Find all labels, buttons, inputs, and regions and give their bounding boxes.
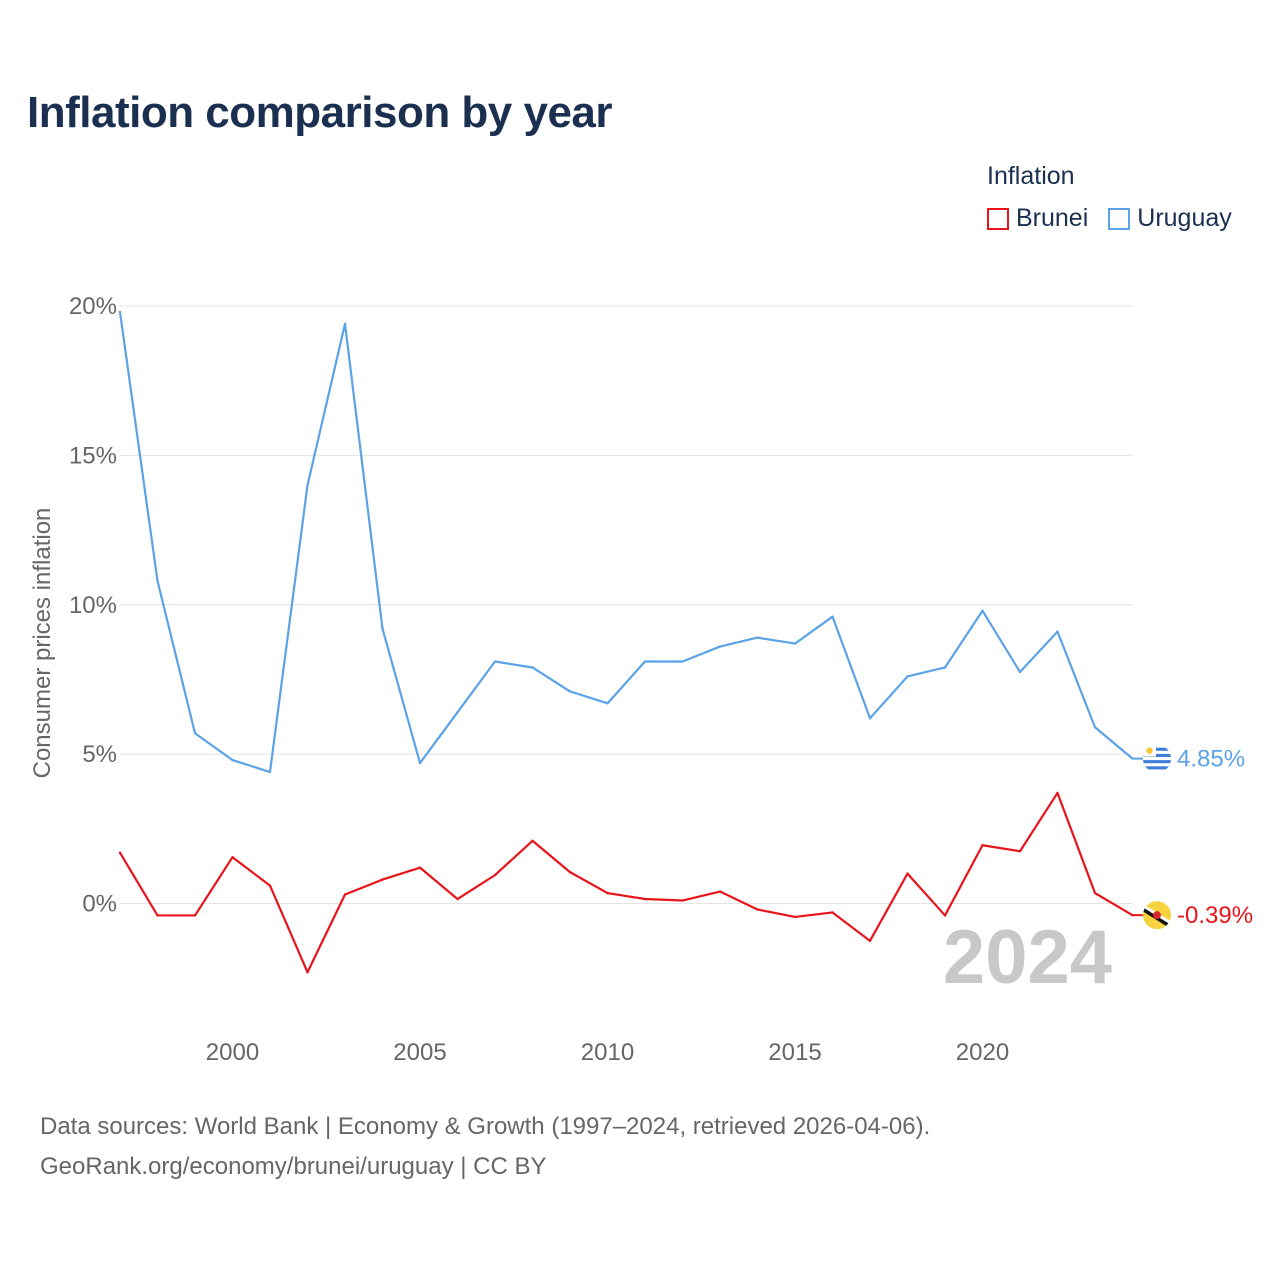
legend-label-uruguay: Uruguay <box>1137 204 1232 232</box>
data-point-uruguay <box>156 579 159 583</box>
y-tick-label: 15% <box>69 442 117 469</box>
legend-item-uruguay[interactable]: Uruguay <box>1108 204 1232 233</box>
x-tick-label: 2010 <box>581 1039 634 1066</box>
data-point-brunei <box>231 855 234 859</box>
data-point-uruguay <box>831 615 834 618</box>
data-point-uruguay <box>718 645 722 648</box>
data-point-uruguay <box>906 675 909 678</box>
footer-sources: Data sources: World Bank | Economy & Gro… <box>40 1113 931 1140</box>
data-point-brunei <box>343 893 347 896</box>
data-point-uruguay <box>343 322 347 326</box>
data-point-brunei <box>831 911 834 914</box>
data-point-brunei <box>868 939 872 943</box>
data-point-brunei <box>681 899 684 902</box>
data-point-uruguay <box>268 770 272 774</box>
data-point-uruguay <box>1056 630 1059 633</box>
legend-swatch-uruguay <box>1108 207 1131 230</box>
chart-title: Inflation comparison by year <box>27 88 613 137</box>
data-point-uruguay <box>306 484 309 487</box>
data-point-uruguay <box>193 732 197 735</box>
data-point-uruguay <box>418 761 422 765</box>
data-point-brunei <box>718 890 722 893</box>
data-point-uruguay <box>981 609 984 612</box>
data-point-brunei <box>793 915 797 919</box>
data-point-uruguay <box>568 690 572 693</box>
data-point-brunei <box>943 914 947 917</box>
data-point-uruguay <box>381 627 384 630</box>
brunei-flag-icon <box>1143 901 1171 930</box>
data-point-uruguay <box>606 702 609 705</box>
series-line-brunei <box>119 791 1134 974</box>
data-point-brunei <box>606 891 609 895</box>
end-value-label-brunei: -0.39% <box>1177 902 1253 929</box>
data-point-uruguay <box>643 660 647 663</box>
data-point-uruguay <box>1018 670 1022 674</box>
data-point-brunei <box>418 866 422 869</box>
y-tick-label: 10% <box>69 592 117 619</box>
data-point-uruguay <box>681 660 684 663</box>
data-point-uruguay <box>493 660 497 663</box>
data-point-brunei <box>906 872 909 875</box>
data-point-uruguay <box>531 666 534 669</box>
data-point-brunei <box>756 908 759 911</box>
year-watermark: 2024 <box>943 915 1112 1000</box>
legend-swatch-brunei <box>987 207 1009 230</box>
data-point-brunei <box>568 870 572 874</box>
data-point-brunei <box>193 914 197 917</box>
data-point-uruguay <box>943 666 947 669</box>
data-point-uruguay <box>456 711 459 714</box>
data-point-uruguay <box>118 310 122 314</box>
data-point-brunei <box>981 844 984 847</box>
footer: Data sources: World Bank | Economy & Gro… <box>40 1107 930 1187</box>
data-point-uruguay <box>1093 726 1097 729</box>
legend-title: Inflation <box>987 162 1075 190</box>
data-point-uruguay <box>231 758 234 762</box>
data-point-brunei <box>643 897 647 901</box>
data-point-brunei <box>306 971 309 974</box>
legend: Brunei Uruguay <box>987 204 1252 233</box>
footer-link[interactable]: GeoRank.org/economy/brunei/uruguay | CC … <box>40 1153 547 1180</box>
data-point-brunei <box>381 878 384 881</box>
data-point-brunei <box>1056 791 1059 795</box>
y-tick-label: 20% <box>69 293 117 320</box>
data-point-uruguay <box>868 717 872 720</box>
data-point-brunei <box>493 873 497 877</box>
x-tick-label: 2015 <box>768 1039 821 1066</box>
data-point-uruguay <box>793 642 797 645</box>
data-point-uruguay <box>756 636 759 639</box>
y-tick-label: 0% <box>82 891 117 918</box>
x-tick-label: 2005 <box>393 1039 446 1066</box>
y-tick-label: 5% <box>82 741 117 768</box>
data-point-brunei <box>1018 850 1022 853</box>
end-value-label-uruguay: 4.85% <box>1177 746 1245 773</box>
x-tick-label: 2000 <box>206 1039 259 1066</box>
uruguay-flag-icon <box>1143 744 1171 773</box>
data-point-brunei <box>118 851 122 854</box>
legend-label-brunei: Brunei <box>1016 204 1089 232</box>
series-line-uruguay <box>118 311 1134 774</box>
data-point-brunei <box>456 897 459 901</box>
data-point-brunei <box>268 884 272 887</box>
data-point-brunei <box>531 839 534 842</box>
legend-item-brunei[interactable]: Brunei <box>987 204 1088 233</box>
data-point-brunei <box>1093 891 1097 895</box>
y-axis-title: Consumer prices inflation <box>29 508 56 779</box>
x-tick-label: 2020 <box>956 1039 1009 1066</box>
data-point-brunei <box>156 914 159 917</box>
